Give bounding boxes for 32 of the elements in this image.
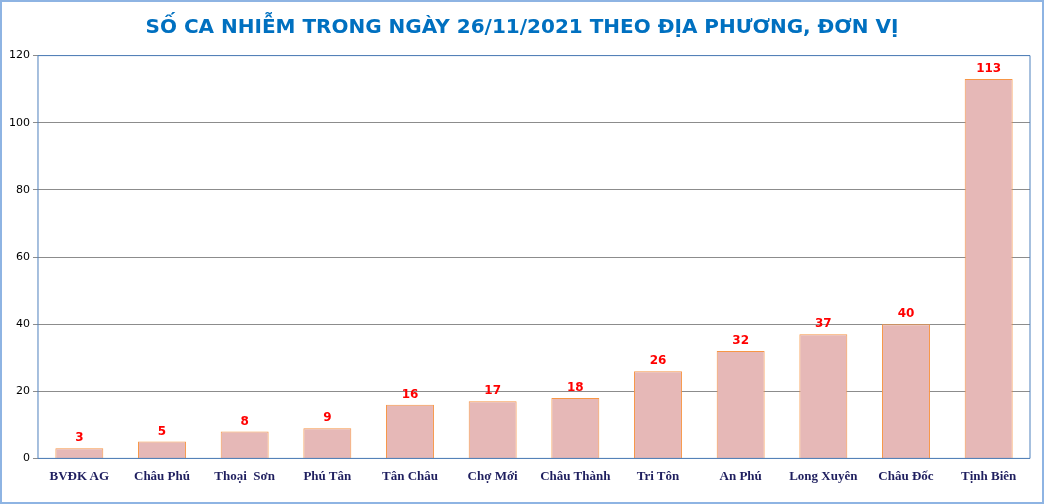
data-label: 17	[484, 383, 502, 398]
data-label: 40	[897, 306, 915, 321]
data-label: 9	[323, 410, 332, 425]
x-tick-label: Phú Tân	[303, 467, 352, 483]
data-label: 32	[732, 333, 750, 348]
x-tick-label: BVĐK AG	[49, 467, 110, 483]
y-tick-label: 60	[16, 249, 30, 263]
y-tick-label: 40	[16, 316, 30, 330]
data-label: 18	[566, 380, 584, 395]
data-label: 8	[240, 413, 249, 428]
x-tick-label: An Phú	[719, 467, 762, 483]
x-tick-label: Tân Châu	[382, 467, 438, 483]
y-tick-label: 0	[23, 451, 30, 465]
x-tick-label: Châu Phú	[134, 467, 190, 483]
data-label: 16	[401, 386, 419, 401]
y-tick-label: 100	[9, 115, 30, 129]
data-label: 26	[649, 353, 667, 368]
data-label: 113	[976, 61, 1002, 76]
chart-title: SỐ CA NHIỄM TRONG NGÀY 26/11/2021 THEO ĐỊA PHƯƠNG, ĐƠN VỊ	[144, 14, 900, 38]
data-label: 3	[75, 430, 84, 445]
x-tick-label: Thoại Sơn	[214, 467, 276, 483]
y-tick-label: 120	[9, 48, 30, 62]
x-tick-label: Chợ Mới	[467, 467, 519, 483]
x-tick-label: Châu Thành	[540, 467, 612, 483]
x-tick-label: Tri Tôn	[636, 467, 681, 483]
x-tick-label: Tịnh Biên	[961, 467, 1018, 483]
y-tick-label: 20	[16, 384, 30, 398]
x-tick-label: Long Xuyên	[789, 467, 859, 483]
x-tick-label: Châu Đốc	[878, 467, 934, 483]
data-label: 5	[157, 423, 167, 438]
y-tick-label: 80	[16, 182, 30, 196]
data-label: 37	[814, 316, 832, 331]
